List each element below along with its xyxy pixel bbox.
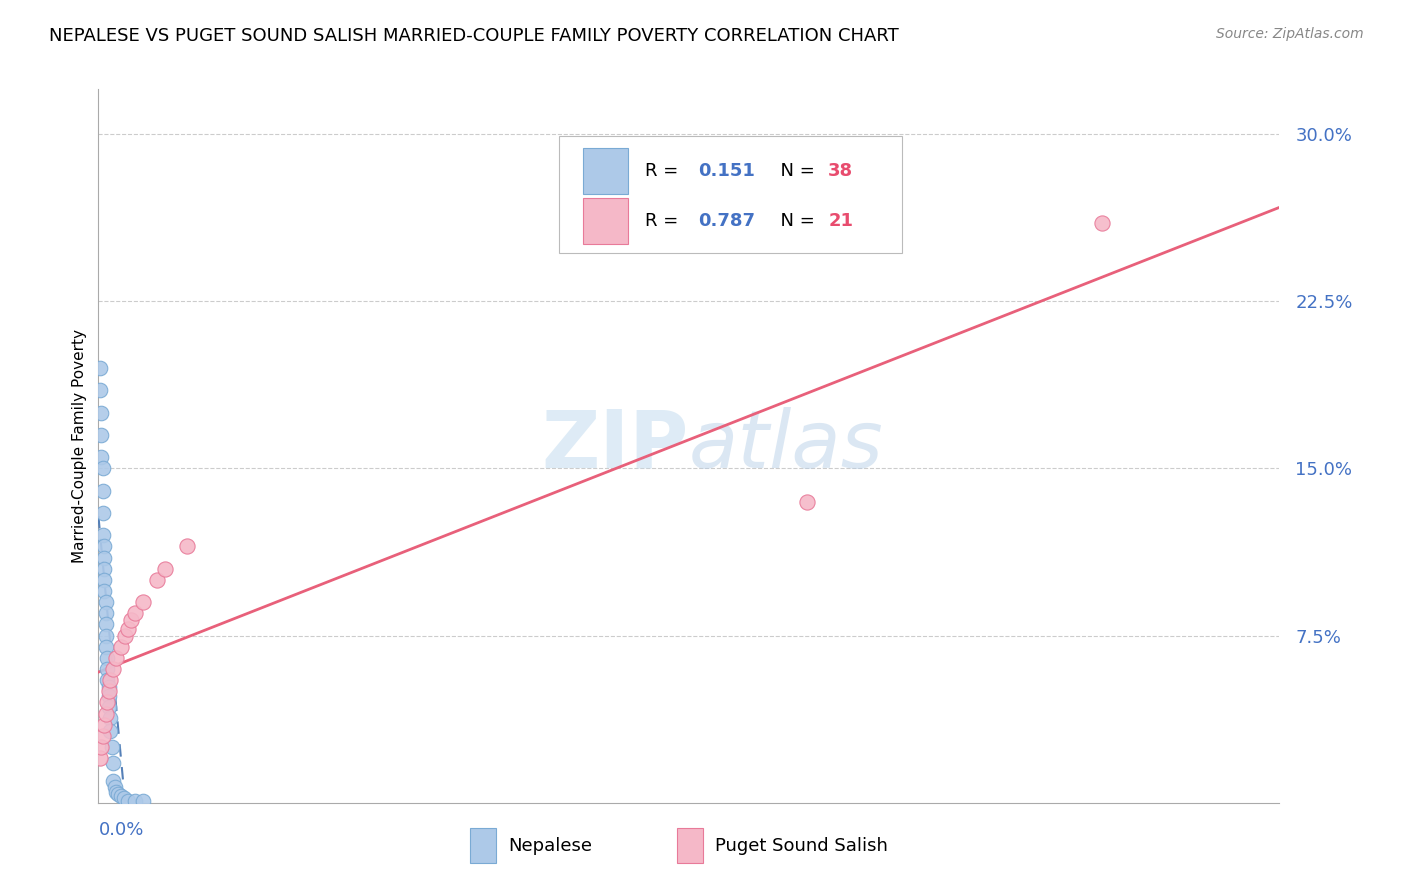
- FancyBboxPatch shape: [471, 828, 496, 863]
- Point: [96, 651, 118, 665]
- Point: [153, 562, 176, 576]
- Point: [105, 785, 128, 799]
- Text: R =: R =: [645, 212, 685, 230]
- Point: [90, 427, 112, 442]
- Text: 0.0%: 0.0%: [98, 821, 143, 838]
- Point: [132, 595, 155, 609]
- Text: Source: ZipAtlas.com: Source: ZipAtlas.com: [1216, 27, 1364, 41]
- Text: ZIP: ZIP: [541, 407, 689, 485]
- Point: [93, 539, 115, 553]
- Text: 0.787: 0.787: [699, 212, 755, 230]
- Point: [97, 680, 120, 694]
- Point: [97, 684, 120, 698]
- Point: [1091, 216, 1114, 230]
- Point: [93, 573, 115, 587]
- Point: [89, 360, 111, 375]
- Point: [107, 787, 129, 801]
- Point: [98, 724, 121, 739]
- Text: N =: N =: [769, 212, 821, 230]
- Text: 21: 21: [828, 212, 853, 230]
- Point: [176, 539, 198, 553]
- Point: [90, 740, 112, 755]
- Point: [91, 483, 114, 498]
- Point: [94, 607, 117, 621]
- FancyBboxPatch shape: [678, 828, 703, 863]
- Y-axis label: Married-Couple Family Poverty: Married-Couple Family Poverty: [72, 329, 87, 563]
- Point: [100, 740, 122, 755]
- Point: [114, 628, 136, 642]
- Point: [120, 613, 142, 627]
- Point: [103, 662, 125, 676]
- Point: [146, 573, 169, 587]
- Point: [93, 583, 115, 598]
- Point: [105, 651, 128, 665]
- Point: [94, 706, 117, 721]
- Point: [93, 562, 115, 576]
- Text: 38: 38: [828, 162, 853, 180]
- Point: [110, 640, 132, 654]
- Point: [117, 794, 139, 808]
- Point: [97, 699, 120, 714]
- Point: [94, 640, 117, 654]
- Point: [91, 461, 114, 475]
- Point: [112, 791, 135, 805]
- Point: [98, 711, 121, 725]
- Point: [104, 780, 127, 795]
- Point: [110, 789, 132, 804]
- Point: [91, 506, 114, 520]
- Point: [94, 617, 117, 632]
- Point: [796, 494, 818, 508]
- Text: Puget Sound Salish: Puget Sound Salish: [714, 837, 887, 855]
- Point: [96, 673, 118, 687]
- Point: [91, 729, 114, 743]
- Point: [94, 595, 117, 609]
- Point: [103, 773, 125, 788]
- FancyBboxPatch shape: [560, 136, 901, 253]
- Text: 0.151: 0.151: [699, 162, 755, 180]
- Point: [124, 607, 146, 621]
- Point: [132, 794, 155, 808]
- Point: [103, 756, 125, 770]
- FancyBboxPatch shape: [582, 148, 627, 194]
- Point: [96, 662, 118, 676]
- Text: atlas: atlas: [689, 407, 884, 485]
- Text: R =: R =: [645, 162, 685, 180]
- Point: [91, 528, 114, 542]
- Point: [97, 689, 120, 703]
- Point: [90, 450, 112, 464]
- Text: N =: N =: [769, 162, 821, 180]
- FancyBboxPatch shape: [582, 198, 627, 244]
- Point: [89, 751, 111, 765]
- Point: [89, 384, 111, 398]
- Point: [124, 794, 146, 808]
- Point: [93, 717, 115, 731]
- Point: [98, 673, 121, 687]
- Point: [94, 628, 117, 642]
- Point: [96, 696, 118, 710]
- Point: [93, 550, 115, 565]
- Text: NEPALESE VS PUGET SOUND SALISH MARRIED-COUPLE FAMILY POVERTY CORRELATION CHART: NEPALESE VS PUGET SOUND SALISH MARRIED-C…: [49, 27, 898, 45]
- Point: [90, 405, 112, 419]
- Text: Nepalese: Nepalese: [508, 837, 592, 855]
- Point: [117, 622, 139, 636]
